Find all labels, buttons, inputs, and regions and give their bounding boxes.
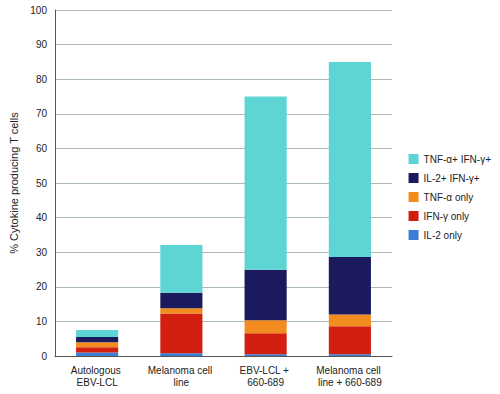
svg-text:90: 90 xyxy=(36,39,48,50)
svg-text:% Cytokine producing T cells: % Cytokine producing T cells xyxy=(8,112,20,254)
svg-text:0: 0 xyxy=(41,351,47,362)
svg-text:660-689: 660-689 xyxy=(247,377,284,388)
svg-text:line + 660-689: line + 660-689 xyxy=(318,377,382,388)
svg-text:30: 30 xyxy=(36,247,48,258)
svg-text:70: 70 xyxy=(36,108,48,119)
svg-text:IL-2+ IFN-γ+: IL-2+ IFN-γ+ xyxy=(424,173,480,184)
svg-text:20: 20 xyxy=(36,281,48,292)
svg-text:60: 60 xyxy=(36,143,48,154)
svg-text:50: 50 xyxy=(36,178,48,189)
svg-text:100: 100 xyxy=(30,5,47,16)
svg-text:TNF-α+ IFN-γ+: TNF-α+ IFN-γ+ xyxy=(424,154,492,165)
svg-text:Autologous: Autologous xyxy=(71,365,124,376)
svg-text:Melanoma cell: Melanoma cell xyxy=(148,365,215,376)
svg-text:80: 80 xyxy=(36,74,48,85)
svg-text:line: line xyxy=(174,377,190,388)
svg-text:EBV-LCL: EBV-LCL xyxy=(77,377,119,388)
svg-text:IL-2 only: IL-2 only xyxy=(424,230,462,241)
svg-text:Melanoma cell: Melanoma cell xyxy=(316,365,383,376)
svg-text:40: 40 xyxy=(36,212,48,223)
svg-text:EBV-LCL +: EBV-LCL + xyxy=(240,365,292,376)
svg-text:TNF-α only: TNF-α only xyxy=(424,192,474,203)
svg-text:IFN-γ only: IFN-γ only xyxy=(424,211,470,222)
svg-text:10: 10 xyxy=(36,316,48,327)
